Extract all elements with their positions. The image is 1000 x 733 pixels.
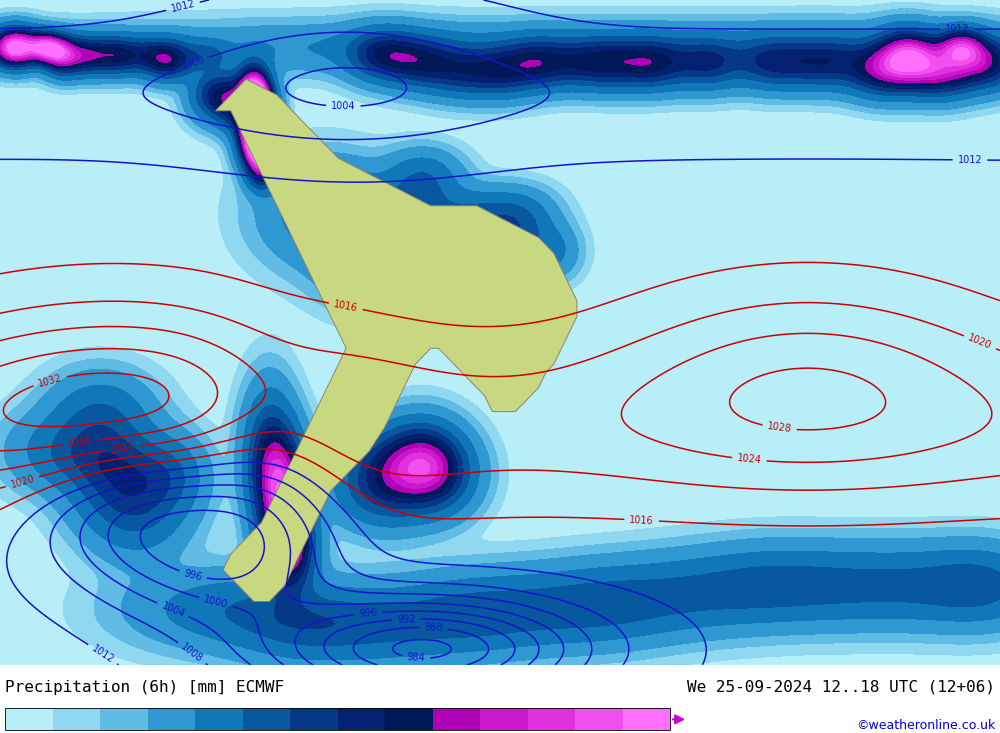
Text: 1020: 1020 — [9, 474, 36, 490]
Bar — [148, 709, 195, 730]
Text: 1004: 1004 — [160, 600, 186, 619]
Bar — [5, 709, 52, 730]
Text: 996: 996 — [183, 568, 203, 582]
Text: 988: 988 — [424, 622, 443, 633]
Text: 984: 984 — [407, 652, 426, 663]
Bar — [480, 709, 528, 730]
Text: 1012: 1012 — [90, 644, 116, 666]
Bar — [5, 709, 670, 730]
Text: We 25-09-2024 12..18 UTC (12+06): We 25-09-2024 12..18 UTC (12+06) — [687, 679, 995, 695]
Text: 1012: 1012 — [945, 24, 970, 34]
Bar — [290, 709, 338, 730]
Text: 1020: 1020 — [967, 333, 993, 352]
Text: 1024: 1024 — [737, 453, 762, 465]
Polygon shape — [215, 79, 577, 602]
Text: ©weatheronline.co.uk: ©weatheronline.co.uk — [856, 718, 995, 732]
Bar — [575, 709, 623, 730]
Bar — [52, 709, 100, 730]
Text: Precipitation (6h) [mm] ECMWF: Precipitation (6h) [mm] ECMWF — [5, 679, 284, 695]
Text: 1000: 1000 — [202, 594, 229, 610]
Bar — [338, 709, 385, 730]
Bar — [385, 709, 432, 730]
Text: 1016: 1016 — [629, 515, 654, 526]
Text: 1004: 1004 — [331, 101, 356, 111]
Text: 1032: 1032 — [37, 372, 63, 388]
Text: 996: 996 — [359, 608, 378, 619]
Bar — [528, 709, 575, 730]
Bar — [195, 709, 242, 730]
Text: 992: 992 — [397, 614, 415, 625]
Text: 1012: 1012 — [170, 0, 196, 14]
Text: 1012: 1012 — [958, 155, 982, 165]
Text: 1008: 1008 — [179, 641, 205, 664]
Text: 1008: 1008 — [180, 54, 206, 72]
Bar — [432, 709, 480, 730]
Text: 1016: 1016 — [333, 299, 359, 314]
Text: 1024: 1024 — [110, 442, 136, 455]
Text: 1028: 1028 — [67, 436, 93, 449]
Text: 1028: 1028 — [767, 421, 792, 435]
Bar — [100, 709, 148, 730]
Bar — [242, 709, 290, 730]
Bar — [622, 709, 670, 730]
